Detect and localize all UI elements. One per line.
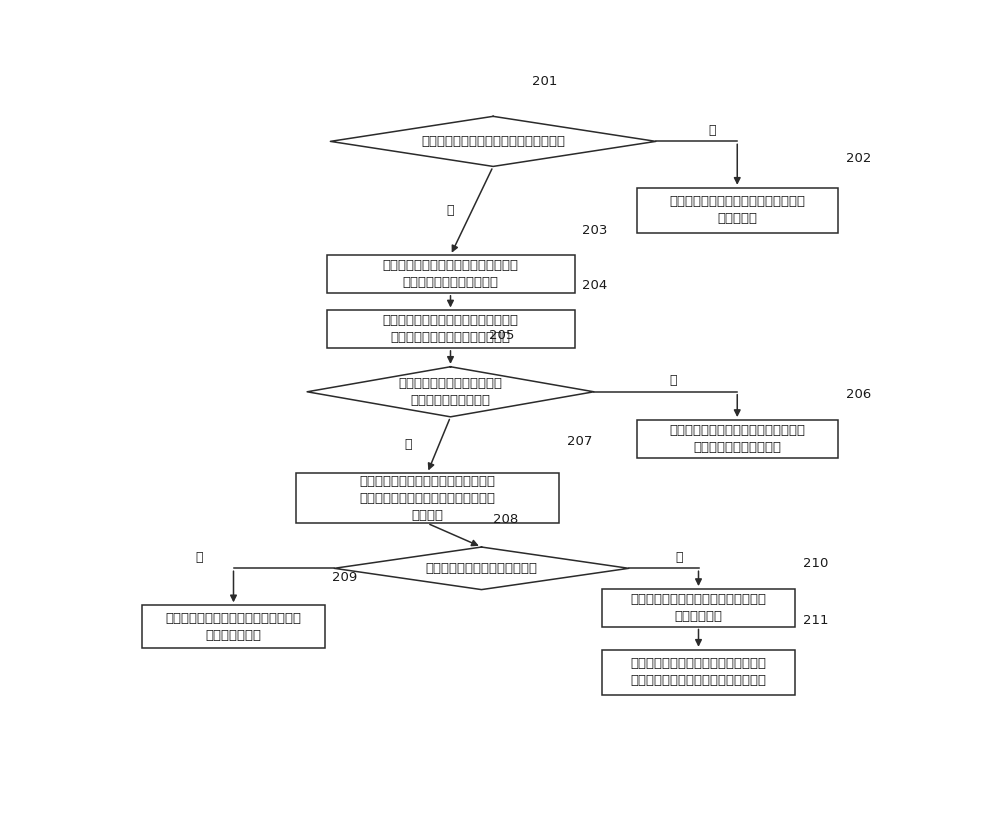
Text: 209: 209 (332, 571, 358, 584)
Polygon shape (330, 116, 656, 167)
Text: 207: 207 (567, 435, 592, 448)
Text: 211: 211 (803, 614, 829, 627)
Bar (637, 420, 838, 458)
Text: 获取完整报文中包含的报文长度，报文
长度用于指示报头至报尾的总长度: 获取完整报文中包含的报文长度，报文 长度用于指示报头至报尾的总长度 (382, 314, 518, 344)
Text: 201: 201 (532, 75, 557, 88)
Text: 否: 否 (708, 124, 716, 137)
Text: 若报尾不符合预定报尾格式，则丢弃接
收到的完整报文: 若报尾不符合预定报尾格式，则丢弃接 收到的完整报文 (166, 611, 302, 641)
Text: 若报头符合预定报头格式，则确定通过
报头校验，并接收完整报文: 若报头符合预定报头格式，则确定通过 报头校验，并接收完整报文 (382, 259, 518, 289)
Text: 是: 是 (404, 438, 412, 451)
Bar (142, 605, 325, 648)
Text: 206: 206 (846, 388, 871, 401)
Bar (326, 311, 574, 348)
Text: 205: 205 (489, 328, 515, 341)
Text: 检测接收到的报头是否符合预定报头格式: 检测接收到的报头是否符合预定报头格式 (421, 135, 565, 148)
Polygon shape (334, 547, 629, 589)
Text: 检测接收到的完整报文的长度
与该报文长度是否一致: 检测接收到的完整报文的长度 与该报文长度是否一致 (398, 376, 503, 406)
Bar (602, 589, 795, 627)
Text: 208: 208 (493, 513, 518, 526)
Text: 检测报尾是否符合预定报尾格式: 检测报尾是否符合预定报尾格式 (426, 562, 538, 575)
Text: 否: 否 (670, 374, 677, 387)
Polygon shape (307, 367, 594, 417)
Bar (637, 188, 838, 233)
Text: 若完整报文的长度与报文长度不一致，
则丢弃接收到的完整报文: 若完整报文的长度与报文长度不一致， 则丢弃接收到的完整报文 (669, 424, 805, 454)
Text: 若报尾符合预定报尾格式，则确定报尾
通过报尾校验: 若报尾符合预定报尾格式，则确定报尾 通过报尾校验 (631, 593, 767, 623)
Text: 203: 203 (582, 224, 608, 237)
Text: 若报头不符合预定报头格式，则停止接
收完整报文: 若报头不符合预定报头格式，则停止接 收完整报文 (669, 195, 805, 225)
Text: 是: 是 (675, 550, 683, 563)
Bar (602, 650, 795, 695)
Text: 否: 否 (195, 550, 202, 563)
Text: 210: 210 (803, 557, 828, 570)
Text: 若报尾通过报尾校验，则根据完整报文
包含的校验位对报文数据进行数据校验: 若报尾通过报尾校验，则根据完整报文 包含的校验位对报文数据进行数据校验 (631, 657, 767, 687)
Text: 204: 204 (582, 279, 608, 292)
Text: 是: 是 (447, 204, 454, 217)
Bar (326, 255, 574, 293)
Bar (296, 473, 559, 524)
Text: 202: 202 (846, 152, 871, 165)
Text: 若完整报文的长度与报文长度一致，则
根据报文长度确定报尾在完整报文中所
处的位置: 若完整报文的长度与报文长度一致，则 根据报文长度确定报尾在完整报文中所 处的位置 (359, 475, 495, 522)
